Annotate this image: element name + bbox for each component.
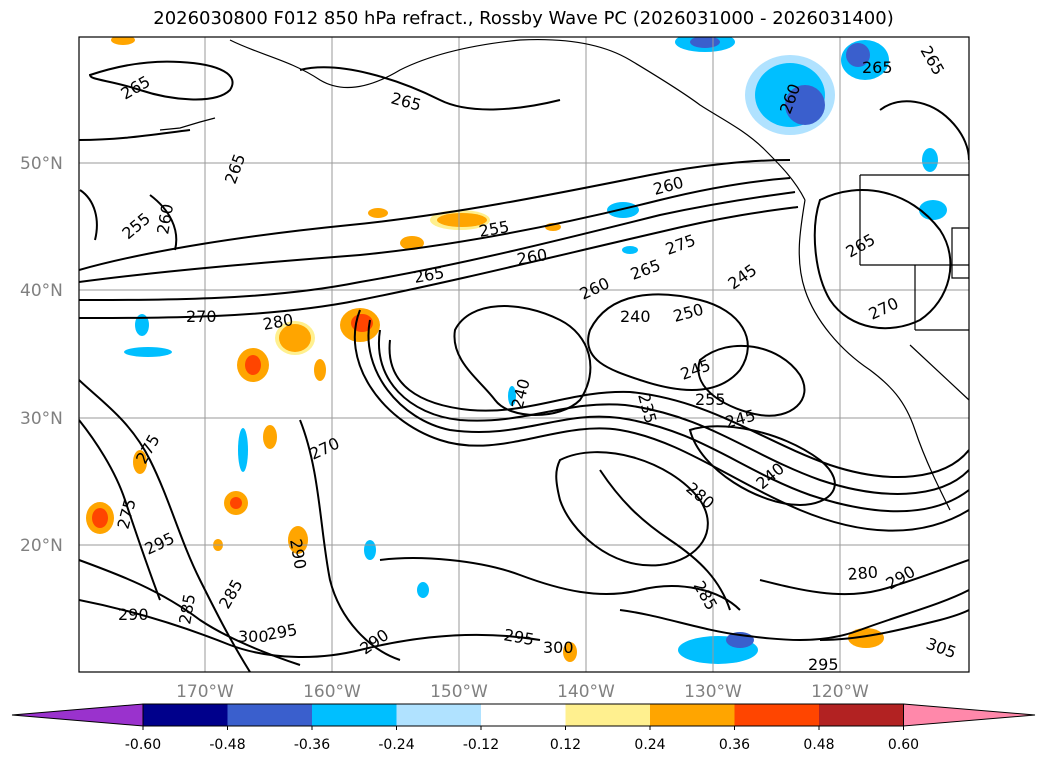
pos-anomaly-core	[92, 508, 108, 528]
colorbar	[11, 703, 1036, 730]
neg-anomaly-patch	[238, 428, 248, 472]
neg-anomaly-patch	[135, 314, 149, 336]
pos-anomaly-patch	[437, 213, 487, 227]
pos-anomaly-patch	[400, 236, 424, 250]
colorbar-bin	[650, 704, 735, 726]
coastlines	[159, 38, 969, 511]
pos-anomaly-core	[230, 497, 242, 509]
neg-anomaly-patch	[622, 246, 638, 254]
anomaly-shading	[86, 37, 947, 664]
lon-label: 140°W	[557, 682, 615, 702]
pos-anomaly-patch	[279, 324, 311, 352]
contour-label: 300	[238, 627, 269, 646]
contour-label: 300	[543, 638, 574, 657]
colorbar-extend-high	[903, 703, 1036, 727]
refractivity-contours	[79, 60, 969, 672]
colorbar-bin	[312, 704, 397, 726]
neg-anomaly-patch	[364, 540, 376, 560]
lon-label: 120°W	[811, 682, 869, 702]
pos-anomaly-patch	[263, 425, 277, 449]
pos-anomaly-patch	[288, 526, 308, 554]
plot-frame	[78, 36, 970, 673]
lon-label: 170°W	[176, 682, 234, 702]
pos-anomaly-patch	[563, 642, 577, 662]
colorbar-tick-label: -0.24	[378, 737, 414, 753]
neg-anomaly-patch	[124, 347, 172, 357]
map-title: 2026030800 F012 850 hPa refract., Rossby…	[153, 8, 894, 29]
neg-anomaly-core	[690, 37, 720, 48]
lat-label: 30°N	[20, 409, 63, 429]
neg-anomaly-patch	[417, 582, 429, 598]
colorbar-tick-label: -0.48	[209, 737, 245, 753]
longitude-labels: 170°W 160°W 150°W 140°W 130°W 120°W	[176, 682, 869, 702]
lat-label: 50°N	[20, 154, 63, 174]
colorbar-tick-label: -0.36	[294, 737, 330, 753]
colorbar-bin	[734, 704, 819, 726]
lat-label: 20°N	[20, 536, 63, 556]
lon-label: 130°W	[684, 682, 742, 702]
contour-label: 280	[847, 562, 879, 584]
neg-anomaly-patch	[919, 200, 947, 220]
pos-anomaly-core	[245, 355, 261, 375]
contour-label: 265	[862, 58, 893, 77]
colorbar-tick-label: 0.12	[550, 737, 581, 753]
colorbar-tick-label: -0.60	[125, 737, 161, 753]
neg-anomaly-core	[846, 43, 870, 67]
neg-anomaly-patch	[508, 386, 516, 406]
pos-anomaly-patch	[368, 208, 388, 218]
lon-label: 150°W	[430, 682, 488, 702]
contour-label: 290	[118, 605, 149, 624]
latitude-labels: 50°N 40°N 30°N 20°N	[20, 154, 63, 556]
neg-anomaly-patch	[922, 148, 938, 172]
colorbar-tick-label: 0.36	[719, 737, 750, 753]
pos-anomaly-patch	[848, 628, 884, 648]
colorbar-tick-label: -0.12	[463, 737, 499, 753]
colorbar-bin	[227, 704, 312, 726]
colorbar-bin	[143, 704, 228, 726]
neg-anomaly-core	[785, 85, 825, 125]
contour-label: 295	[808, 655, 839, 674]
colorbar-bin	[819, 704, 904, 726]
graticule	[79, 37, 969, 672]
colorbar-tick-label: 0.60	[888, 737, 919, 753]
plot-area	[79, 37, 969, 672]
contour-label: 255	[695, 390, 726, 409]
colorbar-bin	[396, 704, 481, 726]
colorbar-tick-labels: -0.60 -0.48 -0.36 -0.24 -0.12 0.12 0.24 …	[125, 737, 919, 753]
lat-label: 40°N	[20, 281, 63, 301]
pos-anomaly-patch	[133, 450, 147, 474]
contour-label: 270	[186, 307, 217, 326]
lon-label: 160°W	[303, 682, 361, 702]
colorbar-tick-label: 0.48	[803, 737, 834, 753]
pos-anomaly-patch	[111, 37, 135, 45]
contour-label: 240	[620, 307, 651, 326]
pos-anomaly-patch	[314, 359, 326, 381]
colorbar-tick-label: 0.24	[634, 737, 665, 753]
colorbar-bin	[565, 704, 650, 726]
colorbar-extend-low	[11, 703, 144, 727]
colorbar-bin	[481, 704, 566, 726]
colorbar-frame	[142, 703, 904, 727]
